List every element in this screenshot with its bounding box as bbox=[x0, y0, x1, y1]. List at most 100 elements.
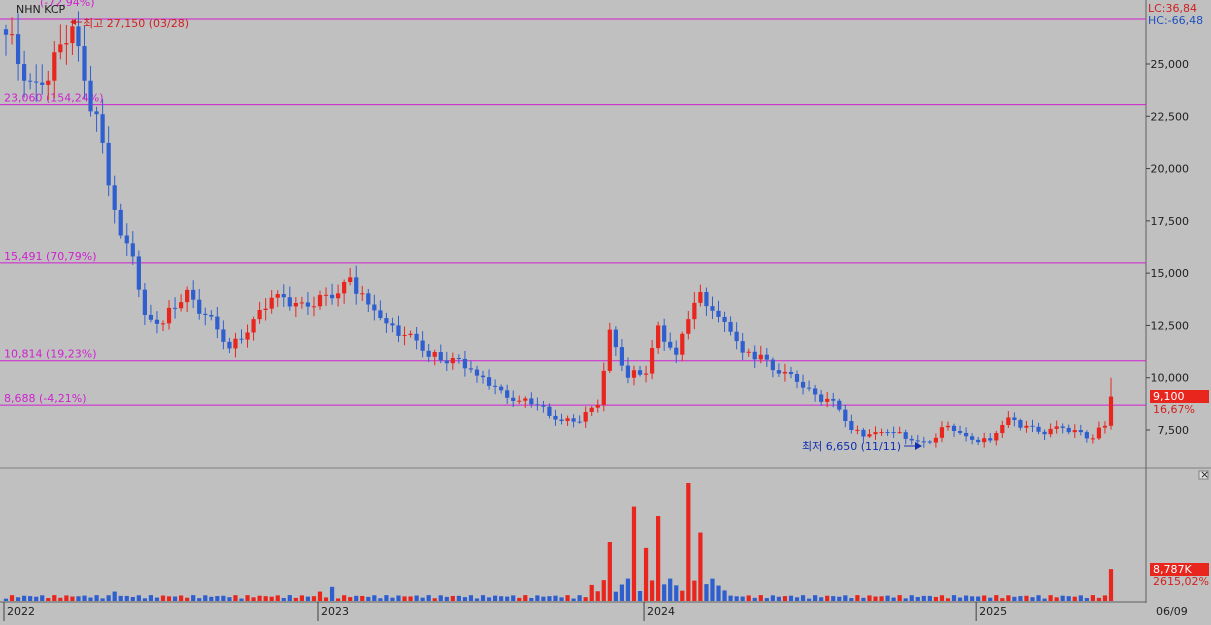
hline-label-2: 15,491 (70,79%) bbox=[4, 250, 97, 263]
candle-72 bbox=[438, 344, 443, 364]
candle-body-176 bbox=[1066, 427, 1071, 433]
volume-bar-111 bbox=[674, 585, 679, 601]
candle-body-172 bbox=[1042, 431, 1047, 435]
candle-body-164 bbox=[994, 433, 999, 441]
time-tick-label-1: 2023 bbox=[321, 605, 349, 618]
candle-body-63 bbox=[384, 318, 389, 324]
volume-bar-50 bbox=[305, 596, 311, 601]
candle-85 bbox=[517, 395, 522, 405]
volume-bar-69 bbox=[420, 597, 425, 601]
candle-11 bbox=[70, 19, 75, 55]
candle-23 bbox=[142, 282, 147, 325]
candle-114 bbox=[692, 292, 697, 330]
candle-body-18 bbox=[112, 185, 117, 210]
candle-body-111 bbox=[674, 347, 679, 355]
volume-bar-75 bbox=[456, 595, 461, 601]
volume-bar-62 bbox=[378, 598, 383, 601]
candle-body-83 bbox=[505, 390, 510, 398]
candle-107 bbox=[649, 339, 655, 380]
candle-155 bbox=[939, 421, 945, 443]
volume-bar-6 bbox=[40, 595, 45, 601]
candle-body-51 bbox=[311, 306, 317, 308]
current-price-label: 9,100 bbox=[1153, 390, 1185, 403]
candle-body-60 bbox=[366, 293, 371, 305]
volume-bar-162 bbox=[982, 595, 987, 601]
candle-150 bbox=[909, 435, 914, 445]
candle-174 bbox=[1054, 420, 1059, 434]
volume-bar-153 bbox=[927, 595, 932, 601]
candle-83 bbox=[505, 384, 510, 404]
candle-body-39 bbox=[239, 338, 244, 340]
candle-109 bbox=[662, 318, 667, 351]
candle-body-112 bbox=[680, 333, 685, 355]
stock-name: NHN KCP bbox=[16, 3, 66, 16]
volume-bar-146 bbox=[885, 595, 890, 601]
volume-bar-28 bbox=[172, 596, 178, 601]
candle-168 bbox=[1018, 418, 1023, 431]
volume-bar-114 bbox=[692, 580, 697, 601]
volume-bar-164 bbox=[994, 595, 999, 601]
candle-body-22 bbox=[136, 256, 141, 290]
candle-body-130 bbox=[788, 371, 794, 375]
candle-body-180 bbox=[1090, 438, 1095, 440]
candle-112 bbox=[680, 331, 685, 362]
volume-panel[interactable] bbox=[0, 470, 1146, 601]
candle-87 bbox=[529, 392, 534, 408]
candle-body-64 bbox=[390, 323, 395, 326]
candle-93 bbox=[565, 415, 570, 426]
candle-body-68 bbox=[414, 333, 419, 341]
volume-bar-127 bbox=[770, 595, 775, 601]
candle-body-95 bbox=[577, 421, 582, 423]
candle-body-28 bbox=[172, 307, 178, 309]
volume-bar-159 bbox=[963, 595, 969, 601]
volume-bar-53 bbox=[323, 597, 329, 601]
time-tick-label-0: 2022 bbox=[7, 605, 35, 618]
volume-bar-152 bbox=[921, 595, 926, 601]
hc-label: HC:-66,48 bbox=[1148, 14, 1203, 27]
candle-body-133 bbox=[806, 387, 812, 389]
candle-body-81 bbox=[492, 385, 498, 387]
volume-bar-17 bbox=[106, 595, 111, 601]
volume-bar-37 bbox=[227, 597, 232, 601]
candle-76 bbox=[462, 350, 468, 377]
volume-bar-138 bbox=[837, 596, 842, 601]
high-annotation: 최고 27,150 (03/28) bbox=[70, 17, 189, 30]
candle-38 bbox=[233, 332, 238, 358]
candle-113 bbox=[686, 310, 691, 340]
candle-86 bbox=[523, 396, 528, 408]
volume-bar-81 bbox=[492, 595, 498, 601]
candle-body-86 bbox=[523, 398, 528, 401]
candle-66 bbox=[402, 326, 407, 346]
candle-body-24 bbox=[148, 314, 154, 320]
volume-bar-55 bbox=[335, 598, 341, 601]
candle-body-76 bbox=[462, 358, 468, 369]
candle-139 bbox=[843, 404, 848, 428]
candle-138 bbox=[837, 398, 842, 412]
candle-140 bbox=[849, 414, 854, 434]
candle-body-54 bbox=[329, 294, 335, 299]
volume-bar-31 bbox=[191, 595, 196, 601]
candle-90 bbox=[547, 403, 552, 419]
volume-label: 8,787K bbox=[1153, 563, 1192, 576]
candle-body-31 bbox=[191, 289, 196, 300]
candle-body-49 bbox=[299, 302, 304, 304]
close-icon[interactable] bbox=[1198, 470, 1209, 480]
candle-106 bbox=[643, 365, 649, 383]
candle-89 bbox=[541, 400, 546, 413]
volume-bar-150 bbox=[909, 595, 914, 601]
candle-105 bbox=[637, 365, 643, 377]
candle-126 bbox=[764, 347, 769, 367]
candle-110 bbox=[668, 332, 673, 351]
candle-body-121 bbox=[734, 331, 739, 342]
candle-body-103 bbox=[625, 365, 631, 378]
candle-47 bbox=[287, 286, 292, 311]
candle-10 bbox=[64, 24, 69, 65]
volume-bar-122 bbox=[740, 596, 745, 601]
volume-bar-92 bbox=[559, 597, 564, 601]
candle-body-157 bbox=[951, 425, 957, 432]
candle-body-37 bbox=[227, 341, 232, 349]
price-panel[interactable] bbox=[0, 0, 1146, 467]
candle-161 bbox=[976, 436, 981, 446]
candle-91 bbox=[553, 409, 558, 426]
